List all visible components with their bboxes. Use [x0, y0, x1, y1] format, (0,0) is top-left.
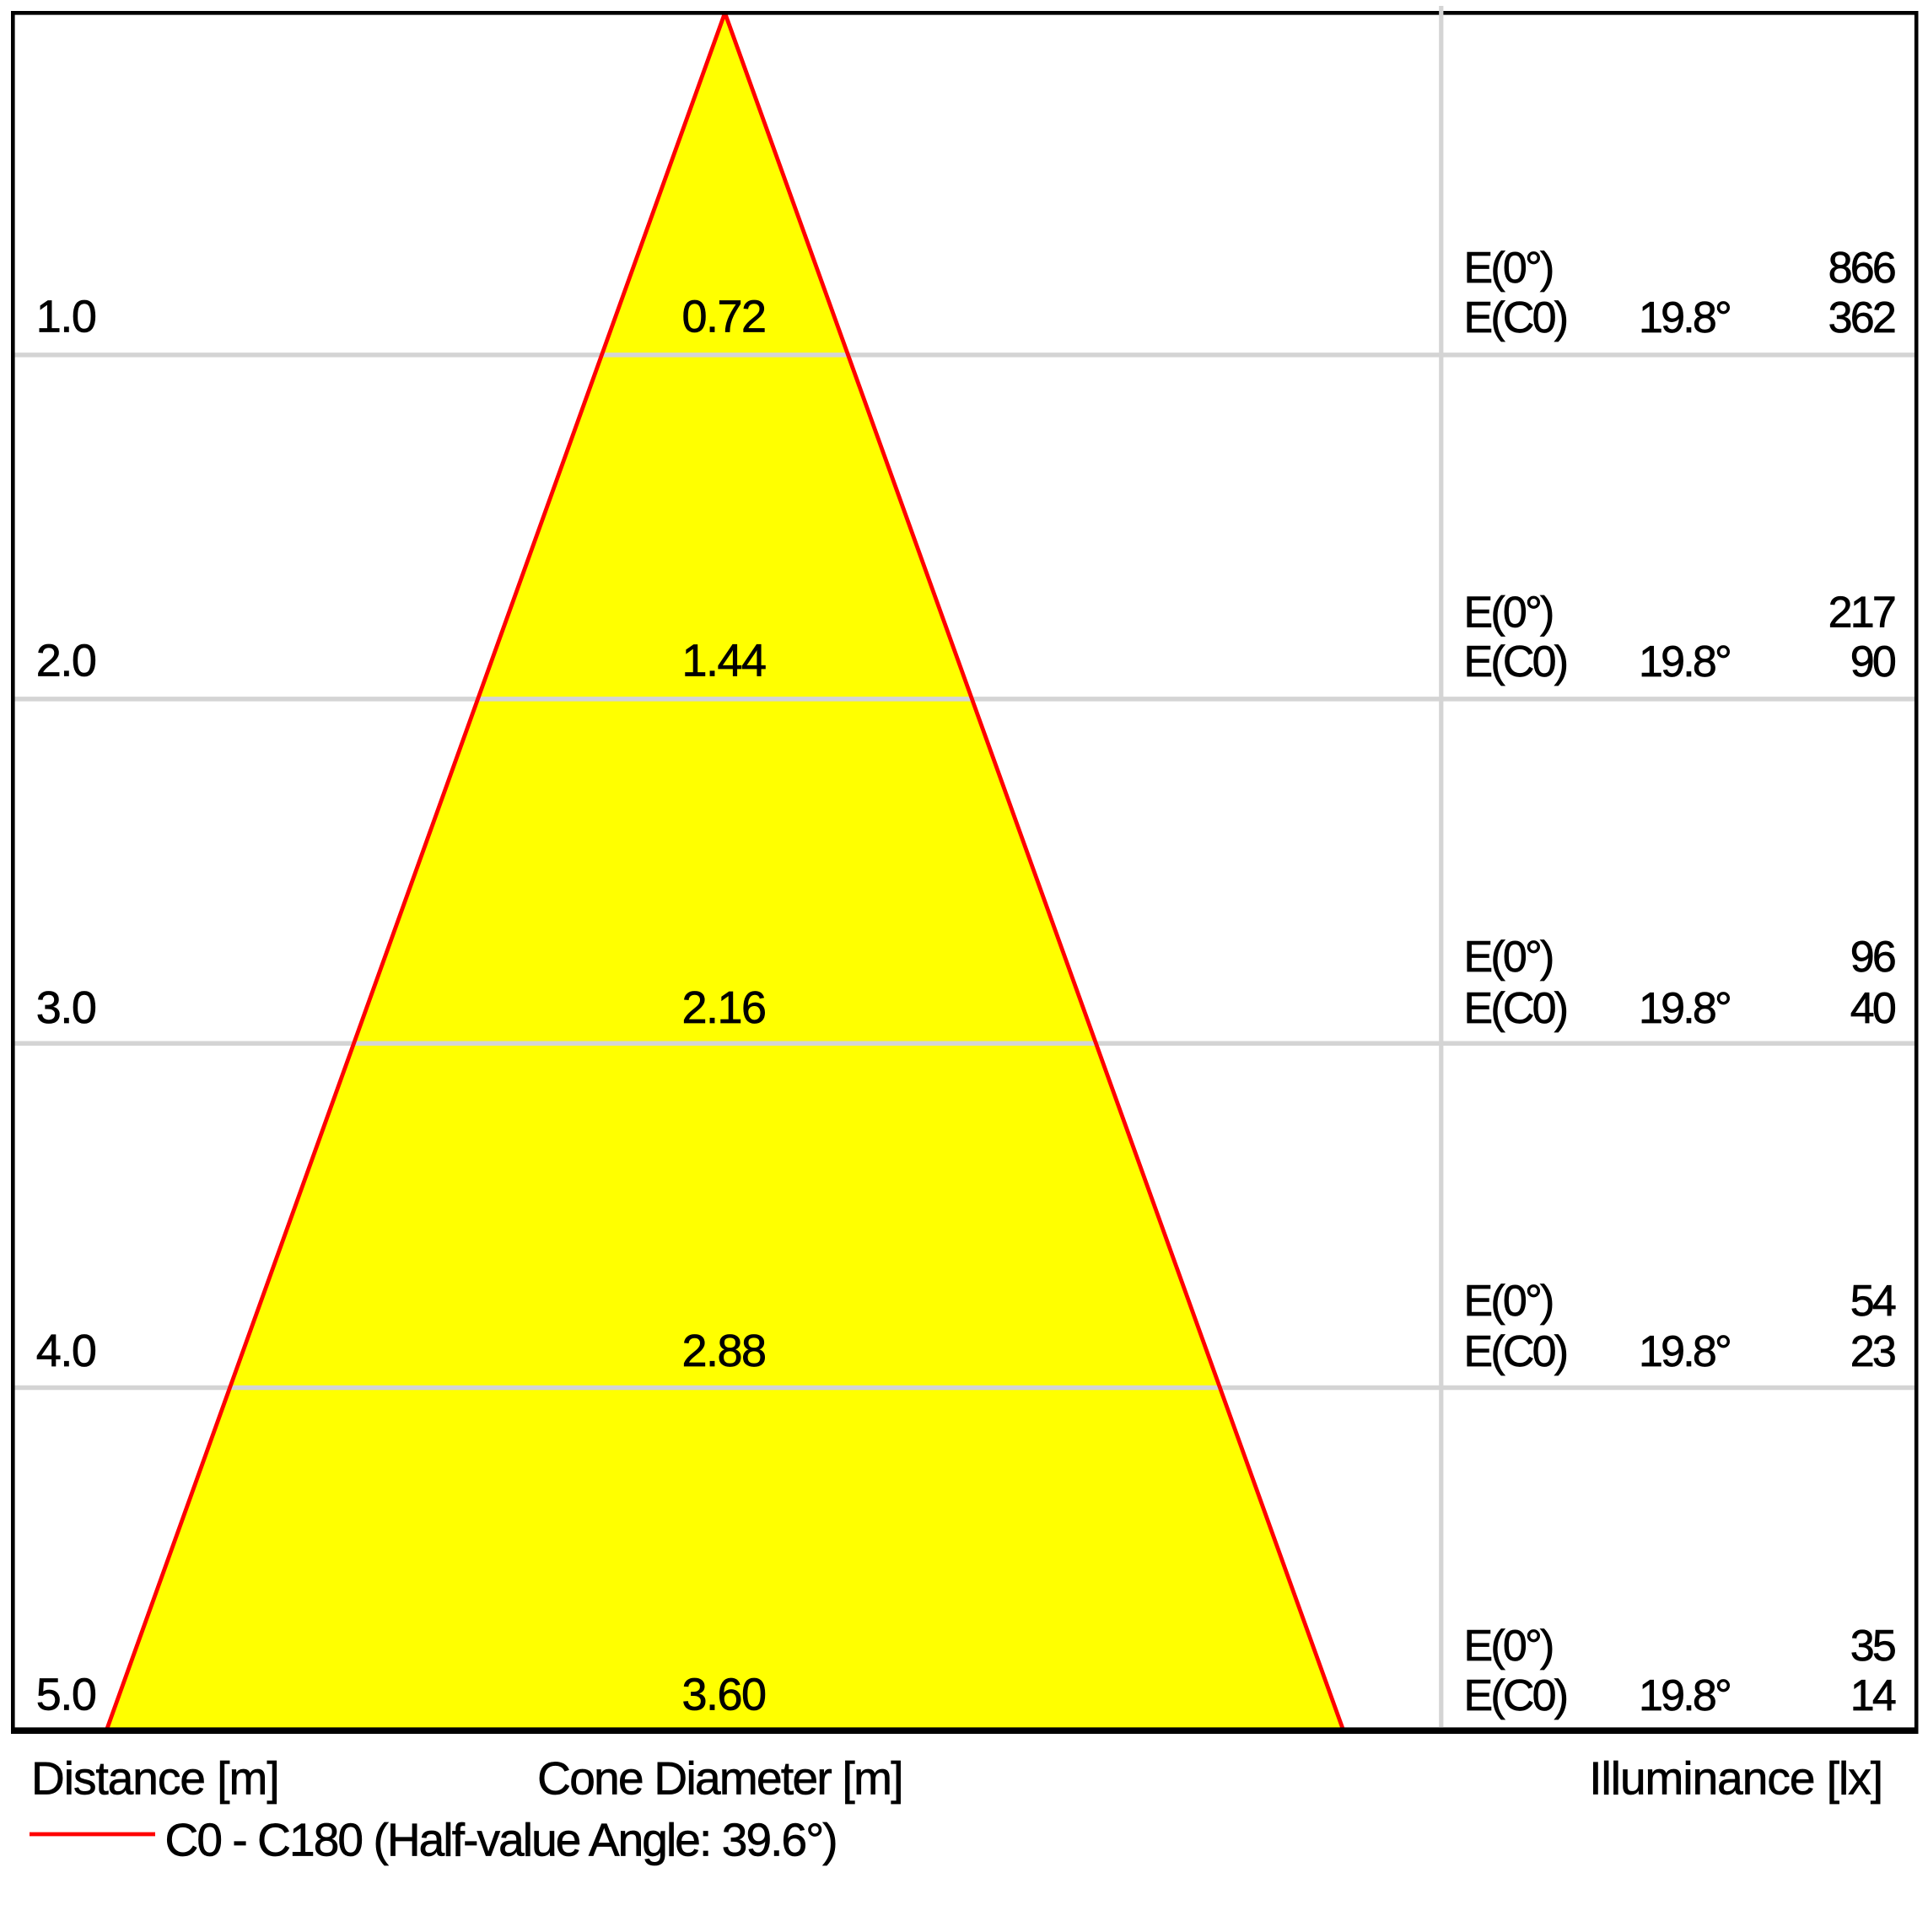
svg-text:362: 362	[1828, 293, 1895, 342]
svg-text:E(0°): E(0°)	[1464, 244, 1554, 293]
svg-text:3.60: 3.60	[681, 1670, 765, 1720]
svg-text:2.16: 2.16	[681, 982, 765, 1033]
svg-text:Distance [m]: Distance [m]	[31, 1752, 279, 1805]
svg-text:Illuminance [lx]: Illuminance [lx]	[1589, 1752, 1882, 1805]
svg-text:19.8°: 19.8°	[1639, 293, 1730, 342]
svg-text:0.72: 0.72	[681, 292, 765, 342]
svg-text:35: 35	[1850, 1622, 1895, 1671]
svg-text:E(0°): E(0°)	[1464, 589, 1554, 638]
svg-text:E(C0): E(C0)	[1464, 638, 1567, 686]
svg-text:Cone Diameter [m]: Cone Diameter [m]	[537, 1752, 902, 1805]
svg-text:E(0°): E(0°)	[1464, 933, 1554, 982]
svg-text:4.0: 4.0	[36, 1326, 96, 1376]
svg-text:E(C0): E(C0)	[1464, 1671, 1567, 1720]
svg-text:19.8°: 19.8°	[1639, 984, 1730, 1033]
svg-text:19.8°: 19.8°	[1639, 1671, 1730, 1720]
svg-text:14: 14	[1850, 1671, 1896, 1720]
svg-text:54: 54	[1850, 1277, 1896, 1326]
svg-text:1.0: 1.0	[36, 292, 96, 342]
svg-text:40: 40	[1850, 984, 1895, 1033]
svg-text:23: 23	[1850, 1327, 1895, 1376]
svg-text:19.8°: 19.8°	[1639, 638, 1730, 686]
svg-text:E(0°): E(0°)	[1464, 1622, 1554, 1671]
svg-text:217: 217	[1828, 589, 1895, 638]
svg-text:866: 866	[1828, 244, 1895, 293]
svg-text:90: 90	[1850, 638, 1895, 686]
svg-text:E(0°): E(0°)	[1464, 1277, 1554, 1326]
svg-text:1.44: 1.44	[681, 636, 766, 686]
svg-text:96: 96	[1850, 933, 1895, 982]
svg-text:2.88: 2.88	[681, 1326, 765, 1376]
svg-text:E(C0): E(C0)	[1464, 293, 1567, 342]
svg-text:E(C0): E(C0)	[1464, 1327, 1567, 1376]
svg-text:5.0: 5.0	[36, 1670, 96, 1720]
svg-text:19.8°: 19.8°	[1639, 1327, 1730, 1376]
svg-text:2.0: 2.0	[36, 636, 96, 686]
svg-text:C0 - C180 (Half-value Angle: 3: C0 - C180 (Half-value Angle: 39.6°)	[165, 1814, 837, 1866]
svg-text:E(C0): E(C0)	[1464, 984, 1567, 1033]
svg-text:3.0: 3.0	[36, 982, 96, 1033]
